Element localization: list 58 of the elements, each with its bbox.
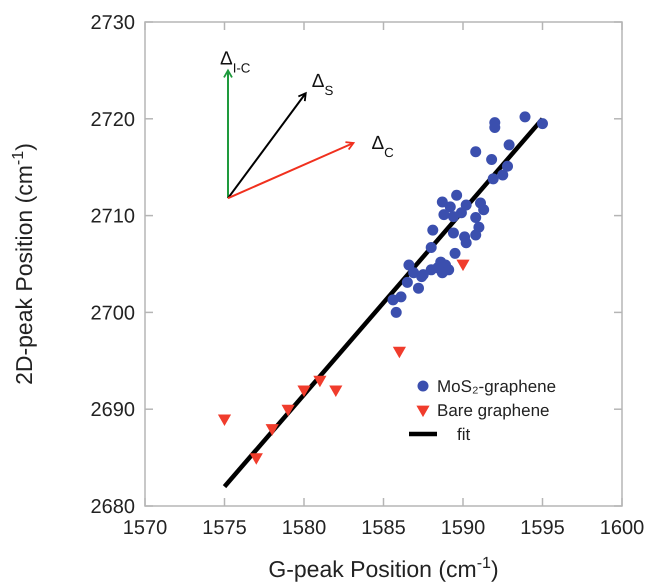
point (537, 118, 548, 130)
point (408, 267, 420, 278)
point (451, 190, 462, 201)
point (282, 404, 295, 416)
point (520, 111, 531, 122)
annotation: Δ$_{S}$ (312, 71, 334, 98)
y-tick-label: 2700 (90, 302, 135, 324)
x-tick-label: 1590 (440, 517, 486, 539)
point (266, 424, 279, 436)
annotation: Δ$_{C}$ (371, 133, 394, 160)
legend-label: Bare graphene (437, 401, 550, 420)
point (438, 209, 450, 220)
point (427, 224, 438, 236)
x-tick-label: 1600 (600, 517, 644, 539)
y-tick-label: 2720 (90, 108, 135, 131)
point (448, 228, 459, 239)
y-tick-label: 2690 (90, 399, 135, 422)
point (502, 160, 514, 172)
point (488, 173, 499, 184)
x-axis-title: G-peak Position (cm$^{-1}$) (268, 554, 499, 582)
point (313, 376, 326, 388)
point (470, 146, 482, 158)
point (436, 196, 448, 208)
legend-label: MoS₂-graphene (437, 377, 556, 396)
point (250, 453, 263, 465)
y-tick-label: 2680 (90, 496, 135, 518)
point (456, 207, 467, 218)
annotation: Δ$_{I-C}$ (220, 48, 251, 75)
point (470, 229, 482, 240)
point (504, 139, 515, 150)
point (329, 385, 342, 397)
x-tick-label: 1570 (122, 517, 168, 539)
point (388, 294, 399, 306)
y-tick-label: 2710 (90, 206, 135, 228)
point (390, 306, 402, 318)
point (470, 212, 482, 224)
point (392, 346, 406, 358)
point (403, 259, 414, 270)
point (412, 282, 424, 294)
point (444, 201, 456, 212)
legend-label: fit (457, 425, 470, 444)
x-tick-label: 1575 (202, 517, 247, 539)
point (402, 276, 413, 288)
point (460, 199, 472, 210)
x-tick-label: 1585 (361, 517, 406, 539)
x-tick-label: 1580 (282, 517, 326, 539)
point (456, 260, 470, 272)
y-tick-label: 2730 (90, 12, 135, 34)
point (460, 237, 472, 248)
point (478, 204, 490, 216)
point (218, 414, 232, 426)
point (450, 248, 461, 259)
point (497, 169, 508, 180)
x-tick-label: 1595 (520, 517, 565, 539)
point (426, 264, 437, 276)
point (426, 242, 437, 254)
point (486, 154, 498, 165)
point (297, 385, 311, 397)
